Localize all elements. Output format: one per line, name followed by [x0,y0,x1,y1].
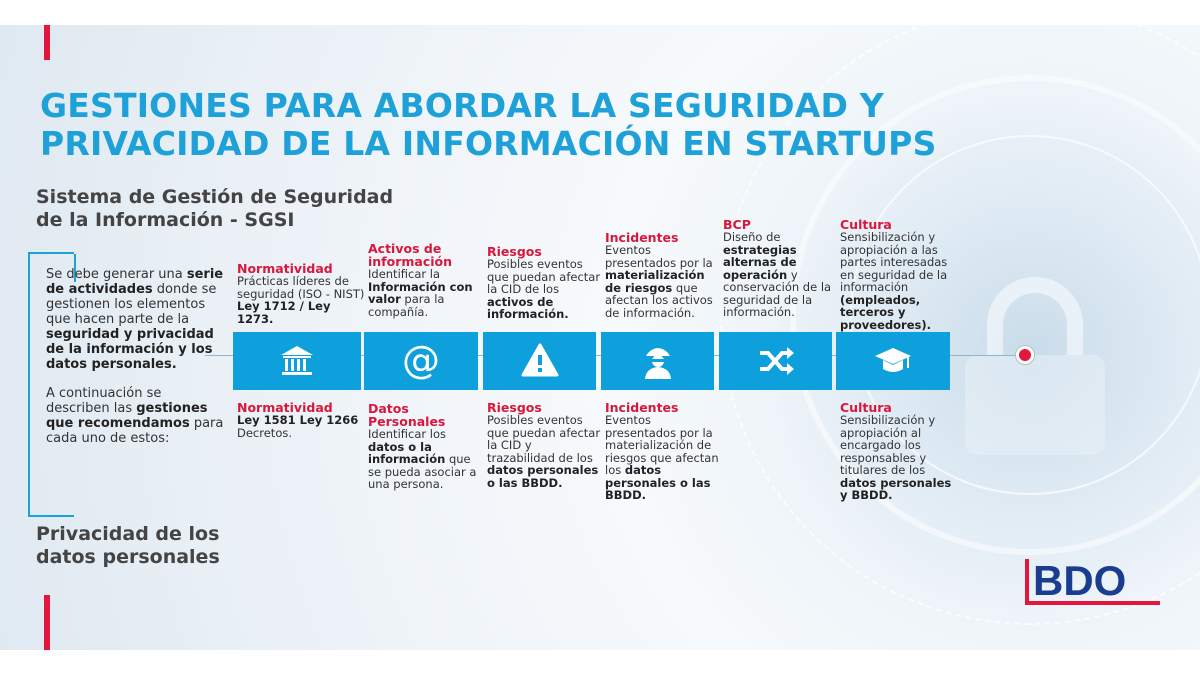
bracket [28,252,76,517]
at-sign-icon: @ [402,341,440,381]
intro-text: Se debe generar una serie de actividades… [46,267,226,460]
svg-text:@: @ [402,341,440,381]
text-run: (empleados, terceros y proveedores). [840,292,931,332]
text-run: Posibles eventos que puedan afectar la C… [487,257,601,296]
step-top-caption: Cultura Sensibilización y apropiación a l… [840,218,956,331]
step-top-caption: BCP Diseño de estrategias alternas de ope… [723,218,838,319]
step-title: BCP [723,217,751,232]
step-title: Incidentes [605,400,679,415]
step-box [601,332,714,390]
step-title: Activos de información [368,241,453,269]
text-run: Eventos presentados por la materializaci… [605,413,719,477]
text-run: Posibles eventos que puedan afectar la C… [487,413,601,465]
intro-paragraph-2: A continuación se describen las gestione… [46,386,226,446]
warning-icon [521,343,558,377]
timeline-end-dot [1016,346,1034,364]
text-run: datos personales o las BBDD. [487,463,599,490]
svg-text:BDO: BDO [1033,557,1126,604]
text-run: activos de información. [487,294,569,321]
step-box [483,332,596,390]
step-top-caption: Activos de información Identificar la Inf… [368,242,484,318]
text-run: Ley 1581 Ley 1266 [237,413,359,427]
page-title: GESTIONES PARA ABORDAR LA SEGURIDAD Y PRI… [40,86,937,163]
step-title: Normatividad [237,400,333,415]
step-title: Incidentes [605,230,679,245]
text-run: seguridad y privacidad de la información… [46,327,214,372]
bank-icon [281,346,313,375]
step-title: Riesgos [487,400,542,415]
step-top-caption: Normatividad Prácticas líderes de segurid… [237,262,367,325]
red-accent-bar [44,25,50,60]
section-privacy-title: Privacidad de los datos personales [36,523,220,568]
text-run: donde se gestionen los elementos que hac… [46,282,217,327]
text-run: Sensibilización y apropiación al encarga… [840,413,936,477]
text-run: datos personales y BBDD. [840,475,952,502]
step-title: Riesgos [487,244,542,259]
section-sgsi-title: Sistema de Gestión de Seguridad de la Inf… [36,186,394,231]
text-run: Información con valor [368,279,473,306]
text-run: datos personales o las BBDD. [605,463,711,502]
step-box: @ [364,332,478,390]
step-top-caption: Incidentes Eventos presentados por la mat… [605,231,720,319]
text-run: A continuación se describen las [46,386,162,416]
text-run: y conservación de la seguridad de la inf… [723,267,832,319]
text-run: Sensibilización y apropiación a las part… [840,230,948,294]
intro-paragraph-1: Se debe generar una serie de actividades… [46,267,226,372]
step-bottom-caption: Incidentes Eventos presentados por la mat… [605,401,720,502]
red-accent-bar [44,595,50,650]
step-bottom-caption: Riesgos Posibles eventos que puedan afect… [487,401,602,489]
step-title: Cultura [840,400,892,415]
text-run: materialización de riesgos [605,268,705,295]
text-run: Se debe generar una [46,267,187,282]
text-run: gestiones que recomendamos [46,401,208,431]
step-box [719,332,832,390]
text-run: Prácticas líderes de seguridad (ISO - NI… [237,274,365,301]
step-bottom-caption: Cultura Sensibilización y apropiación al … [840,401,956,502]
text-run: que afectan los activos de información. [605,280,713,320]
text-run: para cada uno de estos: [46,416,224,446]
infographic: GESTIONES PARA ABORDAR LA SEGURIDAD Y PRI… [0,25,1200,650]
step-box [836,332,950,390]
bdo-logo: BDO [1025,557,1160,605]
text-run: datos o la información [368,439,446,466]
text-run: Diseño de [723,230,781,244]
step-title: Datos Personales [368,401,446,429]
text-run: Decretos. [237,425,292,440]
step-title: Normatividad [237,261,333,276]
text-run: serie de actividades [46,267,224,297]
text-run: Identificar los [368,427,446,441]
text-run: para la compañía. [368,292,445,319]
text-run: Eventos presentados por la [605,243,713,270]
text-run: estrategias alternas de operación [723,242,797,282]
text-run: que se pueda asociar a una persona. [368,452,477,491]
shuffle-icon [759,347,794,375]
text-run: Ley 1712 / Ley 1273. [237,299,331,326]
step-bottom-caption: Normatividad Ley 1581 Ley 1266 Decretos. [237,401,367,439]
step-bottom-caption: Datos Personales Identificar los datos o … [368,402,484,491]
padlock-icon [965,277,1105,455]
graduation-cap-icon [875,348,911,372]
spy-icon [644,348,671,379]
step-box [233,332,361,390]
step-top-caption: Riesgos Posibles eventos que puedan afect… [487,245,602,321]
step-title: Cultura [840,217,892,232]
text-run: Identificar la [368,267,440,281]
